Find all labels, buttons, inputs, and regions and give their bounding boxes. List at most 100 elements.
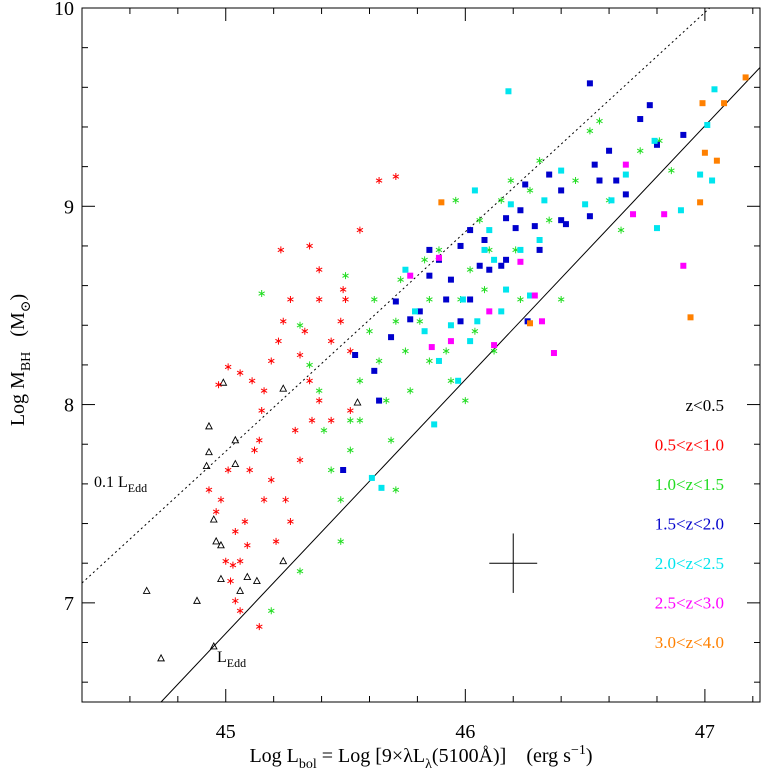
point (562, 221, 569, 228)
point (476, 262, 483, 269)
point (467, 296, 474, 303)
point (236, 607, 244, 615)
point (481, 246, 488, 253)
point (347, 407, 354, 415)
point (296, 351, 304, 359)
y-tick-label: 7 (64, 593, 74, 615)
point (231, 459, 240, 468)
point (407, 316, 414, 323)
point (471, 327, 479, 335)
point (340, 467, 347, 474)
point (301, 327, 309, 335)
point (308, 416, 316, 424)
xlabel-part: bol (299, 757, 317, 771)
point (236, 369, 244, 377)
point (382, 397, 390, 405)
annotation-text: L (217, 649, 227, 666)
point (428, 344, 435, 351)
point (435, 357, 442, 364)
point (491, 342, 498, 349)
point (596, 177, 603, 184)
legend-label: 1.5<z<2.0 (655, 515, 724, 534)
point (142, 586, 151, 594)
point (536, 246, 543, 253)
point (202, 461, 211, 469)
point (327, 337, 335, 345)
point (680, 131, 687, 138)
point (431, 421, 438, 428)
point (267, 357, 275, 365)
point (527, 320, 534, 327)
point (617, 226, 625, 234)
point (296, 567, 304, 575)
point (541, 197, 548, 204)
point (407, 272, 414, 279)
point (455, 377, 462, 384)
point (356, 416, 364, 424)
point (421, 328, 428, 335)
point (209, 642, 218, 650)
point (471, 187, 478, 194)
point (596, 117, 603, 125)
point (260, 496, 268, 504)
point (498, 308, 505, 315)
legend-label: 1.0<z<1.5 (655, 475, 724, 494)
point (251, 446, 258, 454)
point (258, 290, 265, 298)
point (474, 318, 481, 325)
point (327, 416, 335, 424)
point (522, 181, 529, 188)
point (481, 286, 488, 294)
point (212, 536, 221, 545)
point (337, 537, 345, 545)
point (636, 147, 644, 155)
point (713, 157, 720, 164)
point (447, 322, 454, 329)
point (546, 171, 553, 178)
point (651, 137, 658, 144)
ylabel-part: Log M (7, 371, 29, 426)
point (442, 347, 450, 355)
point (426, 246, 433, 253)
point (457, 318, 464, 325)
point (697, 199, 704, 206)
point (622, 191, 629, 198)
point (287, 295, 294, 303)
point (606, 147, 613, 154)
xlabel-part: (5100Å)] (erg s (432, 745, 571, 767)
point (252, 576, 261, 584)
point (275, 337, 282, 345)
ylabel-part: (M (7, 312, 29, 352)
legend-label: 2.0<z<2.5 (655, 554, 724, 573)
point (476, 216, 483, 224)
point (246, 466, 253, 474)
point (503, 215, 510, 222)
point (558, 167, 565, 174)
annotation-sub: Edd (128, 481, 147, 495)
point (229, 561, 237, 569)
point (677, 207, 684, 214)
ylabel-part: ⊙ (19, 301, 34, 313)
point (215, 381, 222, 389)
point (661, 211, 668, 218)
point (392, 317, 400, 325)
point (586, 213, 593, 220)
point (536, 236, 543, 243)
point (426, 357, 433, 365)
point (224, 466, 232, 474)
xlabel-label: Log Lbol = Log [9×λLλ(5100Å)] (erg s−1) (249, 743, 592, 771)
point (227, 577, 234, 585)
point (291, 426, 299, 434)
point (315, 387, 323, 395)
point (205, 421, 213, 430)
point (306, 377, 313, 385)
point (497, 196, 505, 204)
point (279, 317, 287, 325)
point (447, 338, 454, 345)
point (277, 246, 285, 254)
point (241, 518, 249, 526)
point (538, 318, 545, 325)
point (306, 242, 313, 250)
point (236, 557, 244, 565)
point (558, 217, 565, 224)
